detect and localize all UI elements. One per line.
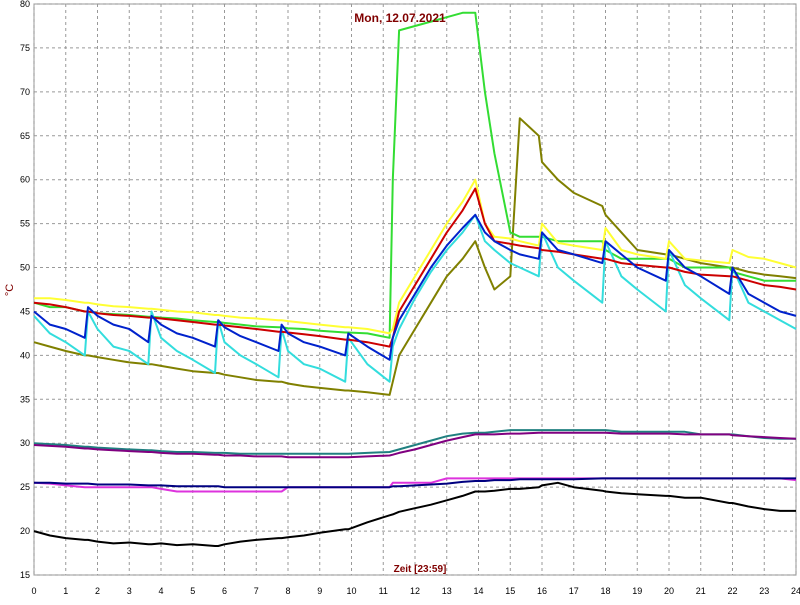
x-tick-label: 23 (759, 586, 769, 596)
y-tick-label: 30 (20, 438, 30, 448)
data-line (33, 429, 796, 455)
x-tick-label: 13 (442, 586, 452, 596)
y-tick-label: 20 (20, 526, 30, 536)
x-tick-label: 12 (410, 586, 420, 596)
x-tick-label: 16 (537, 586, 547, 596)
data-line (33, 213, 797, 361)
x-tick-label: 2 (95, 586, 100, 596)
x-tick-label: 24 (791, 586, 800, 596)
x-tick-label: 17 (569, 586, 579, 596)
y-tick-label: 70 (20, 87, 30, 97)
y-tick-label: 65 (20, 131, 30, 141)
data-line (33, 117, 797, 396)
x-tick-label: 9 (317, 586, 322, 596)
x-tick-label: 4 (158, 586, 163, 596)
x-tick-label: 8 (285, 586, 290, 596)
x-tick-label: 20 (664, 586, 674, 596)
x-tick-label: 5 (190, 586, 195, 596)
y-tick-label: 15 (20, 570, 30, 580)
x-tick-label: 14 (473, 586, 483, 596)
y-tick-label: 35 (20, 394, 30, 404)
y-tick-label: 55 (20, 219, 30, 229)
x-tick-label: 22 (727, 586, 737, 596)
y-tick-label: 60 (20, 175, 30, 185)
x-tick-label: 3 (127, 586, 132, 596)
x-tick-label: 21 (696, 586, 706, 596)
x-tick-label: 1 (63, 586, 68, 596)
x-tick-label: 19 (632, 586, 642, 596)
y-tick-label: 50 (20, 263, 30, 273)
y-tick-label: 80 (20, 0, 30, 9)
y-tick-label: 40 (20, 350, 30, 360)
x-tick-label: 15 (505, 586, 515, 596)
lines (33, 11, 797, 547)
x-tick-label: 6 (222, 586, 227, 596)
data-line (34, 477, 796, 489)
y-axis-label: °C (4, 284, 16, 296)
y-tick-label: 25 (20, 482, 30, 492)
x-tick-label: 11 (379, 586, 388, 596)
x-tick-label: 0 (31, 586, 36, 596)
data-line (34, 178, 797, 335)
data-line (33, 431, 797, 459)
chart-title: Mon, 12.07.2021 (354, 11, 446, 25)
y-tick-label: 45 (20, 306, 30, 316)
data-line (33, 481, 796, 547)
x-axis-label: Zeit [23:59] (394, 564, 447, 575)
y-tick-label: 75 (20, 43, 30, 53)
data-line (33, 213, 797, 383)
x-tick-label: 18 (600, 586, 610, 596)
x-tick-label: 7 (254, 586, 259, 596)
x-tick-label: 10 (346, 586, 356, 596)
